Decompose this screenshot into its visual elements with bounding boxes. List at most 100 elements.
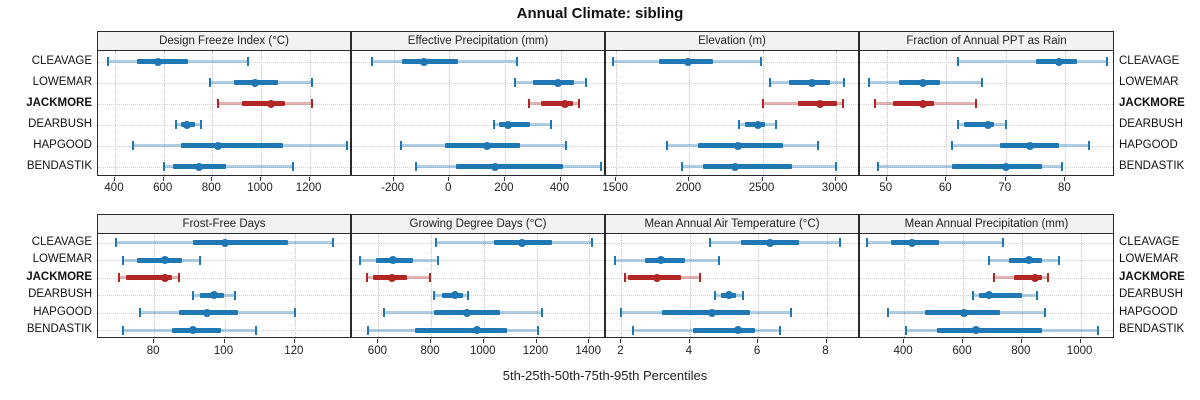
whisker-cap-high bbox=[234, 290, 236, 300]
whisker-cap-high bbox=[699, 273, 701, 283]
panel-strip: Mean Annual Air Temperature (°C) bbox=[606, 215, 858, 234]
site-label-hapgood: HAPGOOD bbox=[33, 305, 92, 318]
whisker-cap-low bbox=[714, 290, 717, 300]
site-label-bendastik: BENDASTIK bbox=[1119, 323, 1185, 336]
median-dot bbox=[815, 99, 824, 108]
axis-tick-label: 1400 bbox=[575, 345, 601, 357]
whisker-cap-low bbox=[623, 273, 626, 283]
gridline-vertical bbox=[378, 234, 380, 339]
whisker-cap-low bbox=[132, 141, 135, 150]
whisker-cap-high bbox=[200, 120, 203, 129]
site-label-lowemar: LOWEMAR bbox=[32, 253, 92, 266]
whisker-cap-high bbox=[760, 57, 762, 66]
whisker-cap-low bbox=[432, 290, 435, 300]
whisker-cap-low bbox=[972, 290, 975, 300]
whisker-cap-high bbox=[1047, 273, 1050, 283]
panel-plot-area bbox=[98, 234, 350, 339]
axis-tick-label: 1200 bbox=[295, 182, 322, 194]
median-dot bbox=[656, 256, 665, 265]
gridline-horizontal bbox=[860, 61, 1113, 63]
site-label-hapgood: HAPGOOD bbox=[1119, 138, 1178, 151]
median-dot bbox=[518, 238, 526, 247]
whisker-cap-high bbox=[584, 78, 587, 87]
gridline-horizontal bbox=[860, 277, 1113, 279]
gridline-horizontal bbox=[98, 82, 350, 84]
site-label-jackmore: JACKMORE bbox=[26, 96, 92, 109]
percentile-band-25-75 bbox=[702, 164, 792, 169]
gridline-vertical bbox=[393, 51, 395, 177]
whisker-cap-high bbox=[577, 99, 580, 108]
percentile-band-25-75 bbox=[445, 143, 521, 148]
whisker-cap-high bbox=[789, 308, 792, 318]
axis-tick bbox=[308, 177, 310, 181]
whisker-cap-low bbox=[632, 325, 635, 335]
median-dot bbox=[503, 120, 512, 129]
axis-tick-label: 8 bbox=[822, 345, 829, 357]
percentile-band-25-75 bbox=[456, 164, 564, 169]
axis-tick bbox=[162, 177, 164, 181]
axis-tick bbox=[825, 339, 827, 343]
whisker-cap-high bbox=[246, 57, 249, 66]
percentile-band-25-75 bbox=[979, 292, 1022, 298]
whisker-cap-low bbox=[399, 141, 402, 150]
whisker-cap-high bbox=[981, 78, 983, 87]
gridline-horizontal bbox=[860, 260, 1113, 262]
gridline-vertical bbox=[689, 51, 691, 177]
median-dot bbox=[1025, 141, 1034, 150]
gridline-horizontal bbox=[606, 277, 858, 279]
whisker-cap-low bbox=[358, 255, 361, 265]
median-dot bbox=[202, 308, 211, 317]
site-label-hapgood: HAPGOOD bbox=[1119, 305, 1178, 318]
whisker-cap-low bbox=[382, 308, 385, 318]
gridline-horizontal bbox=[352, 82, 604, 84]
axis-tick-label: 600 bbox=[952, 345, 972, 357]
axis-tick-label: 1200 bbox=[522, 345, 549, 357]
whisker-cap-low bbox=[217, 99, 220, 108]
whisker-cap-low bbox=[867, 78, 870, 87]
gridline-horizontal bbox=[606, 103, 858, 105]
gridline-vertical bbox=[483, 234, 485, 339]
median-dot bbox=[388, 256, 397, 265]
median-dot bbox=[188, 326, 197, 335]
gridline-horizontal bbox=[98, 260, 350, 262]
axis-tick bbox=[448, 177, 450, 181]
gridline-vertical bbox=[212, 51, 214, 177]
axis-tick-label: 200 bbox=[494, 182, 514, 194]
panel-elevation-m-: Elevation (m) bbox=[605, 31, 859, 177]
gridline-horizontal bbox=[860, 145, 1113, 147]
whisker-cap-low bbox=[121, 325, 124, 335]
axis-tick-label: 120 bbox=[284, 345, 304, 357]
median-dot bbox=[160, 273, 169, 282]
median-dot bbox=[985, 291, 994, 300]
percentile-band-25-75 bbox=[892, 101, 935, 106]
axis-tick bbox=[223, 339, 225, 343]
gridline-vertical bbox=[504, 51, 506, 177]
gridline-vertical bbox=[835, 51, 837, 177]
gridline-horizontal bbox=[606, 124, 858, 126]
whisker-cap-low bbox=[957, 57, 960, 66]
gridline-horizontal bbox=[352, 103, 604, 105]
gridline-horizontal bbox=[352, 260, 604, 262]
whisker-cap-high bbox=[1097, 325, 1100, 335]
axis-tick bbox=[430, 339, 432, 343]
whisker-cap-high bbox=[291, 162, 294, 171]
axis-tick bbox=[153, 339, 155, 343]
gridline-vertical bbox=[616, 51, 618, 177]
gridline-vertical bbox=[449, 51, 451, 177]
whisker-cap-low bbox=[527, 99, 530, 108]
median-dot bbox=[160, 256, 169, 265]
gridline-vertical bbox=[1080, 234, 1082, 339]
whisker-cap-high bbox=[599, 162, 602, 171]
site-label-jackmore: JACKMORE bbox=[1119, 270, 1185, 283]
x-axis-caption: 5th-25th-50th-75th-95th Percentiles bbox=[502, 368, 708, 383]
whisker-cap-high bbox=[428, 273, 431, 283]
whisker-cap-low bbox=[208, 78, 211, 87]
axis-tick bbox=[945, 177, 947, 181]
percentile-band-25-75 bbox=[662, 310, 750, 316]
median-dot bbox=[387, 273, 396, 282]
whisker-cap-low bbox=[121, 255, 124, 265]
percentile-band-25-75 bbox=[126, 275, 172, 281]
whisker-cap-high bbox=[293, 308, 296, 318]
axis-tick bbox=[260, 177, 261, 181]
